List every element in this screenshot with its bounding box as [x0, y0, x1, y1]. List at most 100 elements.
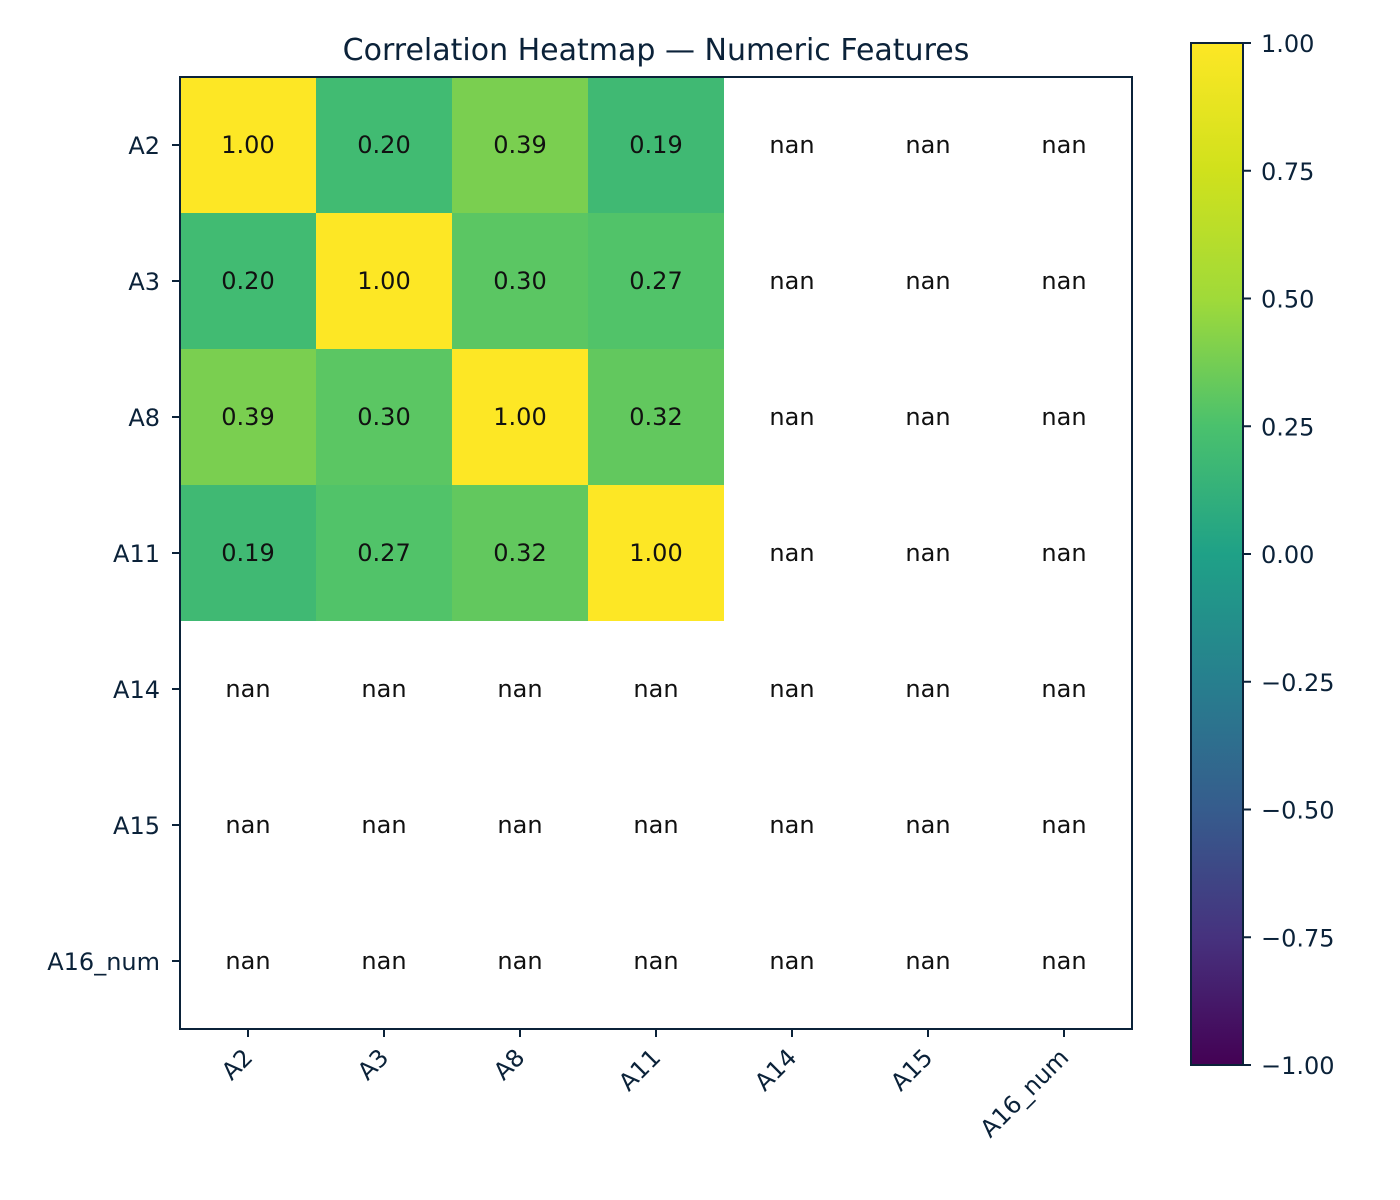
colorbar-tick-label: 1.00 [1261, 30, 1314, 58]
cell-label-A11-A2: 0.19 [221, 539, 274, 567]
heatmap-cell-A8-A15 [860, 349, 996, 485]
cell-label-A15-A15: nan [905, 811, 950, 839]
heatmap-cell-A16_num-A8 [452, 893, 588, 1029]
cell-label-A14-A8: nan [497, 675, 542, 703]
heatmap-cell-A8-A16_num [996, 349, 1132, 485]
colorbar-tick-label: −1.00 [1261, 1052, 1335, 1080]
heatmap-cell-A16_num-A3 [316, 893, 452, 1029]
heatmap-cell-A16_num-A15 [860, 893, 996, 1029]
cell-label-A15-A16_num: nan [1041, 811, 1086, 839]
cell-label-A15-A14: nan [769, 811, 814, 839]
cell-label-A15-A3: nan [361, 811, 406, 839]
heatmap-cell-A16_num-A2 [180, 893, 316, 1029]
cell-label-A8-A8: 1.00 [493, 403, 546, 431]
heatmap-cell-A11-A2 [180, 485, 316, 621]
heatmap-cell-A14-A3 [316, 621, 452, 757]
heatmap-cell-labels: 1.00 0.20 0.39 0.19 nan nan nan 0.20 1.00 0.30 0.2… [221, 131, 1086, 975]
cell-label-A16_num-A2: nan [225, 947, 270, 975]
heatmap-cells [180, 77, 1132, 1029]
x-tick-label: A8 [488, 1043, 530, 1085]
cell-label-A3-A16_num: nan [1041, 267, 1086, 295]
cell-label-A14-A2: nan [225, 675, 270, 703]
heatmap-cell-A3-A16_num [996, 213, 1132, 349]
heatmap-cell-A2-A16_num [996, 77, 1132, 213]
x-tick-label: A14 [749, 1043, 802, 1096]
x-tick-label: A2 [216, 1043, 258, 1085]
heatmap-cell-A14-A11 [588, 621, 724, 757]
heatmap-cell-A2-A11 [588, 77, 724, 213]
y-tick-label: A15 [113, 812, 160, 840]
heatmap-cell-A2-A8 [452, 77, 588, 213]
colorbar-tick-label: −0.75 [1261, 924, 1335, 952]
y-tick-label: A3 [128, 268, 160, 296]
heatmap-cell-A15-A15 [860, 757, 996, 893]
heatmap-cell-A8-A2 [180, 349, 316, 485]
colorbar: 1.00 0.75 0.50 0.25 0.00 −0.25 −0.50 −0.75 −1.00 [1190, 30, 1335, 1080]
heatmap-cell-A15-A16_num [996, 757, 1132, 893]
cell-label-A3-A2: 0.20 [221, 267, 274, 295]
cell-label-A11-A3: 0.27 [357, 539, 410, 567]
cell-label-A2-A14: nan [769, 131, 814, 159]
cell-label-A3-A14: nan [769, 267, 814, 295]
heatmap-cell-A15-A3 [316, 757, 452, 893]
heatmap-cell-A14-A8 [452, 621, 588, 757]
heatmap-cell-A11-A3 [316, 485, 452, 621]
heatmap-cell-A8-A11 [588, 349, 724, 485]
y-tick-label: A8 [128, 404, 160, 432]
colorbar-tick-label: 0.75 [1261, 158, 1314, 186]
colorbar-tick-label: −0.50 [1261, 797, 1335, 825]
y-tick-label: A11 [113, 540, 160, 568]
heatmap-cell-A2-A15 [860, 77, 996, 213]
cell-label-A16_num-A3: nan [361, 947, 406, 975]
heatmap-cell-A3-A8 [452, 213, 588, 349]
cell-label-A14-A14: nan [769, 675, 814, 703]
heatmap-cell-A16_num-A11 [588, 893, 724, 1029]
cell-label-A8-A15: nan [905, 403, 950, 431]
y-tick-label: A2 [128, 132, 160, 160]
cell-label-A2-A11: 0.19 [629, 131, 682, 159]
cell-label-A15-A2: nan [225, 811, 270, 839]
cell-label-A14-A11: nan [633, 675, 678, 703]
cell-label-A15-A8: nan [497, 811, 542, 839]
heatmap-cell-A15-A14 [724, 757, 860, 893]
cell-label-A8-A3: 0.30 [357, 403, 410, 431]
cell-label-A11-A14: nan [769, 539, 814, 567]
y-axis: A2 A3 A8 A11 A14 A15 A16_num [47, 132, 180, 976]
cell-label-A16_num-A14: nan [769, 947, 814, 975]
cell-label-A2-A2: 1.00 [221, 131, 274, 159]
chart-title: Correlation Heatmap — Numeric Features [343, 33, 970, 68]
heatmap-cell-A14-A14 [724, 621, 860, 757]
heatmap-cell-A3-A15 [860, 213, 996, 349]
cell-label-A2-A16_num: nan [1041, 131, 1086, 159]
cell-label-A14-A3: nan [361, 675, 406, 703]
x-tick-label: A16_num [975, 1043, 1075, 1143]
cell-label-A16_num-A11: nan [633, 947, 678, 975]
heatmap-cell-A11-A14 [724, 485, 860, 621]
colorbar-ticks: 1.00 0.75 0.50 0.25 0.00 −0.25 −0.50 −0.75 −1.00 [1243, 30, 1335, 1080]
cell-label-A8-A11: 0.32 [629, 403, 682, 431]
heatmap-cell-A3-A3 [316, 213, 452, 349]
cell-label-A11-A8: 0.32 [493, 539, 546, 567]
x-axis: A2 A3 A8 A11 A14 A15 A16_num [216, 1029, 1074, 1143]
colorbar-tick-label: 0.25 [1261, 413, 1314, 441]
y-tick-label: A16_num [47, 948, 160, 976]
cell-label-A2-A8: 0.39 [493, 131, 546, 159]
heatmap-cell-A11-A16_num [996, 485, 1132, 621]
cell-label-A3-A8: 0.30 [493, 267, 546, 295]
heatmap-cell-A14-A15 [860, 621, 996, 757]
heatmap-cell-A3-A14 [724, 213, 860, 349]
heatmap-cell-A8-A8 [452, 349, 588, 485]
heatmap-cell-A2-A3 [316, 77, 452, 213]
heatmap-cell-A15-A11 [588, 757, 724, 893]
cell-label-A11-A16_num: nan [1041, 539, 1086, 567]
cell-label-A8-A16_num: nan [1041, 403, 1086, 431]
heatmap-cell-A14-A2 [180, 621, 316, 757]
heatmap-cell-A16_num-A16_num [996, 893, 1132, 1029]
colorbar-tick-label: −0.25 [1261, 669, 1335, 697]
cell-label-A16_num-A15: nan [905, 947, 950, 975]
cell-label-A14-A15: nan [905, 675, 950, 703]
heatmap-cell-A3-A2 [180, 213, 316, 349]
cell-label-A2-A15: nan [905, 131, 950, 159]
x-tick-label: A11 [613, 1043, 666, 1096]
